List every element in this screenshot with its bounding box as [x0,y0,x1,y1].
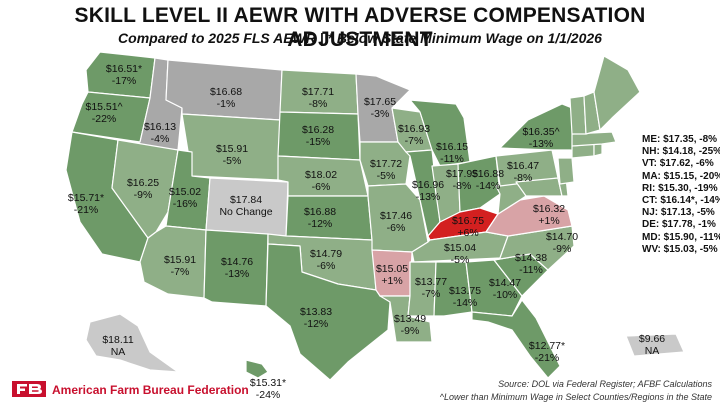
org-name: American Farm Bureau Federation [52,383,249,397]
label-ky: $16.75 +6% [451,215,485,239]
state-ga [465,259,523,317]
label-nm: $14.76 -13% [220,256,254,280]
label-mn: $17.65 -3% [363,96,397,120]
label-wa: $16.51* -17% [105,63,143,87]
list-item: CT: $16.14*, -14% [642,195,720,207]
label-mt: $16.68 -1% [209,86,243,110]
label-oh: $16.88 -14% [471,168,505,192]
label-tn: $15.04 -5% [443,242,477,266]
label-ks: $16.88 -12% [303,206,337,230]
state-al [433,261,473,317]
list-item: DE: $17.78, -1% [642,219,716,231]
list-item: WV: $15.03, -5% [642,243,718,255]
label-ca: $15.71* -21% [67,192,105,216]
label-ok: $14.79 -6% [309,248,343,272]
map-title: SKILL LEVEL II AEWR WITH ADVERSE COMPENS… [74,4,646,51]
state-fl [471,299,561,379]
map-subtitle: Compared to 2025 FLS AEWR | * Below Stat… [118,30,602,46]
label-fl: $12.77* -21% [528,340,566,364]
label-or: $15.51^ -22% [85,101,123,125]
state-tx [265,243,391,381]
label-az: $15.91 -7% [163,254,197,278]
list-item: RI: $15.30, -19% [642,182,718,194]
state-or [71,91,151,143]
fb-logo-icon [12,381,46,397]
list-item: ME: $17.35, -8% [642,134,718,145]
state-nm [203,229,269,307]
label-hi: $15.31* -24% [249,377,287,401]
label-mo: $17.46 -6% [379,210,413,234]
list-item: MD: $15.90, -11% [642,231,720,243]
label-sd: $16.28 -15% [301,124,335,148]
label-ia: $17.72 -5% [369,158,403,182]
state-ri [593,143,603,157]
list-item: VT: $17.62, -6% [642,158,714,170]
footnote-line: ^Lower than Minimum Wage in Select Count… [439,392,712,402]
label-ut: $15.02 -16% [168,186,202,210]
label-mi: $16.15 -11% [435,141,469,165]
state-pr [625,333,685,357]
state-nj [557,157,575,185]
state-ak [85,313,179,373]
state-me [593,55,641,131]
label-nd: $17.71 -8% [301,86,335,110]
label-pr: $9.66 NA [638,333,666,357]
label-in: $17.95 -8% [445,168,479,192]
label-ar: $15.05 +1% [375,263,409,287]
source-line: Source: DOL via Federal Register; AFBF C… [498,379,712,389]
list-item: MA: $15.15, -20% [642,170,720,182]
state-vt [569,95,587,135]
label-ne: $18.02 -6% [304,169,338,193]
label-ak: $18.11 NA [102,334,134,358]
label-la: $13.49 -9% [393,313,427,337]
state-hi [245,359,269,379]
state-md [515,177,563,197]
label-ms: $13.77 -7% [414,276,448,300]
label-nc: $14.70 -9% [545,231,579,255]
label-nv: $16.25 -9% [126,177,160,201]
label-ny: $16.35^ -13% [522,126,560,150]
label-va: $16.32 +1% [532,203,566,227]
label-wy: $15.91 -5% [215,143,249,167]
state-va [485,195,573,237]
label-sc: $14.38 -11% [514,252,548,276]
label-tx: $13.83 -12% [299,306,333,330]
label-il: $16.96 -13% [411,179,445,203]
label-ga: $14.47 -10% [488,277,522,301]
state-ma [571,131,617,147]
label-al: $13.75 -14% [448,285,482,309]
label-wi: $16.93 -7% [397,123,431,147]
northeast-states-list: ME: $17.35, -8% NH: $14.18, -25% VT: $17… [642,134,720,256]
source-note: Source: DOL via Federal Register; AFBF C… [440,378,712,404]
list-item: NH: $14.18, -25% [642,146,720,158]
list-item: NJ: $17.13, -5% [642,207,715,219]
state-ms [407,261,437,317]
label-id: $16.13 -4% [143,121,177,145]
state-oh [457,155,501,213]
label-pa: $16.47 -8% [506,160,540,184]
label-co: $17.84 No Change [219,194,273,218]
